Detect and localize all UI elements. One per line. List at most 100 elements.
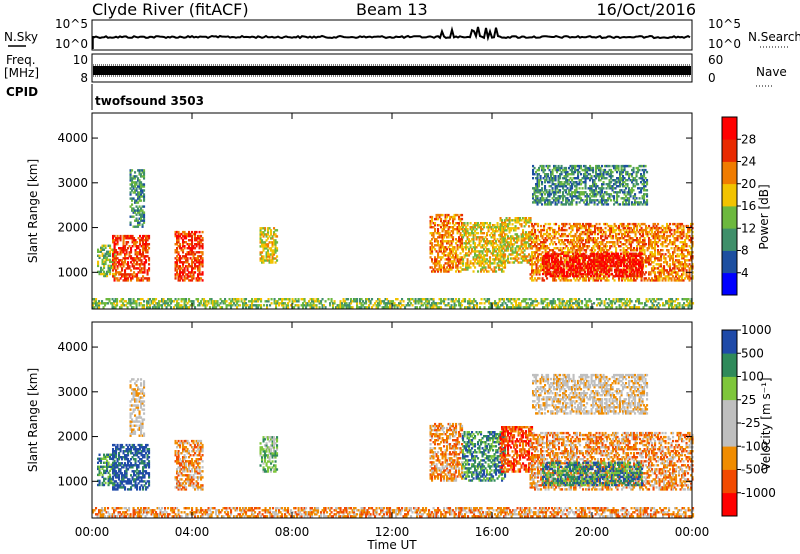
- echo-cell: [670, 228, 673, 232]
- echo-cell: [584, 258, 587, 262]
- echo-cell: [529, 219, 532, 222]
- echo-cell: [133, 261, 136, 264]
- echo-cell: [143, 169, 146, 172]
- echo-cell: [130, 247, 133, 250]
- echo-cell: [259, 239, 262, 242]
- echo-cell: [140, 213, 143, 216]
- echo-cell: [140, 187, 143, 190]
- echo-cell: [142, 247, 145, 250]
- echo-cell: [139, 269, 142, 272]
- echo-cell: [532, 177, 535, 180]
- echo-cell: [501, 233, 504, 236]
- echo-cell: [274, 233, 277, 236]
- echo-cell: [517, 257, 520, 260]
- echo-cell: [191, 277, 194, 280]
- echo-cell: [146, 245, 149, 248]
- echo-cell: [434, 260, 437, 263]
- echo-cell: [141, 183, 144, 186]
- noise-tick-top-right: 10^5: [708, 17, 741, 31]
- echo-cell: [141, 211, 144, 214]
- echo-cell: [191, 263, 194, 266]
- echo-cell: [131, 259, 134, 262]
- echo-cell: [572, 252, 575, 255]
- echo-cell: [456, 254, 459, 257]
- echo-cell: [130, 257, 133, 260]
- echo-cell: [265, 243, 268, 246]
- echo-cell: [104, 252, 107, 255]
- echo-cell: [194, 267, 197, 270]
- echo-cell: [124, 261, 127, 264]
- echo-cell: [113, 252, 116, 255]
- echo-cell: [134, 191, 137, 194]
- echo-cell: [474, 242, 477, 245]
- echo-cell: [119, 234, 122, 238]
- echo-cell: [191, 239, 194, 242]
- echo-cell: [628, 201, 631, 204]
- echo-cell: [639, 237, 642, 240]
- echo-cell: [438, 215, 441, 219]
- echo-cell: [135, 193, 138, 196]
- echo-cell: [136, 241, 139, 244]
- echo-cell: [139, 263, 142, 266]
- nave-label: Nave: [756, 65, 787, 79]
- echo-cell: [122, 265, 125, 268]
- echo-cell: [429, 256, 432, 259]
- echo-cell: [271, 245, 274, 248]
- echo-cell: [101, 246, 104, 249]
- echo-cell: [276, 247, 279, 250]
- echo-cell: [443, 248, 446, 251]
- echo-cell: [128, 253, 131, 256]
- echo-cell: [138, 179, 141, 182]
- echo-cell: [615, 247, 618, 250]
- echo-cell: [580, 164, 583, 168]
- echo-cell: [119, 263, 122, 266]
- echo-cell: [100, 248, 103, 251]
- echo-cell: [177, 267, 180, 270]
- echo-cell: [138, 169, 141, 172]
- echo-cell: [124, 247, 127, 250]
- echo-cell: [670, 247, 673, 250]
- echo-cell: [271, 255, 274, 258]
- echo-cell: [180, 277, 183, 280]
- echo-cell: [179, 232, 182, 236]
- echo-cell: [197, 234, 200, 238]
- echo-cell: [581, 199, 584, 202]
- echo-cell: [145, 237, 148, 240]
- echo-cell: [177, 232, 180, 236]
- echo-cell: [112, 269, 115, 272]
- echo-cell: [148, 243, 151, 246]
- echo-cell: [119, 271, 122, 274]
- echo-cell: [141, 175, 144, 178]
- echo-cell: [176, 263, 179, 266]
- echo-cell: [97, 264, 100, 268]
- echo-cell: [112, 272, 115, 276]
- echo-cell: [201, 237, 204, 240]
- echo-cell: [262, 235, 265, 238]
- echo-cell: [174, 232, 177, 236]
- echo-cell: [194, 234, 197, 238]
- echo-cell: [459, 252, 462, 255]
- echo-cell: [98, 256, 101, 259]
- echo-cell: [134, 209, 137, 212]
- echo-cell: [121, 267, 124, 270]
- echo-cell: [109, 258, 112, 262]
- echo-cell: [441, 244, 444, 247]
- echo-cell: [595, 222, 598, 226]
- echo-cell: [645, 265, 648, 268]
- echo-cell: [125, 249, 128, 252]
- echo-cell: [438, 268, 441, 271]
- echo-cell: [438, 256, 441, 259]
- echo-cell: [186, 265, 189, 268]
- echo-cell: [443, 254, 446, 257]
- echo-cell: [268, 241, 271, 244]
- echo-cell: [129, 191, 132, 194]
- echo-cell: [101, 248, 104, 251]
- echo-cell: [101, 252, 104, 255]
- echo-cell: [274, 243, 277, 246]
- echo-cell: [189, 271, 192, 274]
- echo-cell: [185, 261, 188, 264]
- echo-cell: [118, 263, 121, 266]
- echo-cell: [611, 170, 614, 174]
- echo-cell: [129, 187, 132, 190]
- echo-cell: [542, 268, 545, 272]
